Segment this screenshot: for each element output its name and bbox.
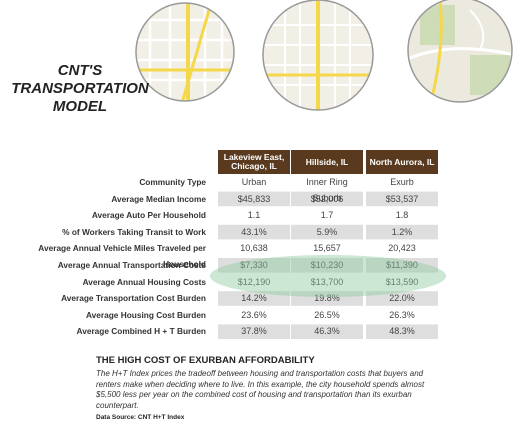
footer-body: The H+T Index prices the tradeoff betwee…	[96, 369, 425, 410]
cell: $7,330	[240, 260, 268, 270]
row-label: Average Annual Transportation Costs	[57, 260, 206, 270]
row-shade	[291, 291, 363, 306]
row-shade	[291, 324, 363, 339]
cell: 43.1%	[241, 226, 267, 237]
cell: 19.8%	[314, 293, 340, 304]
cell: $11,390	[386, 260, 418, 270]
row-label: Average Annual Housing Costs	[82, 276, 206, 287]
cell: 5.9%	[316, 226, 338, 237]
cell: 14.2%	[241, 293, 267, 304]
row-shade	[291, 224, 363, 240]
cell: $10,230	[310, 260, 344, 270]
cell: 46.3%	[314, 326, 340, 337]
map-lakeview	[136, 3, 234, 101]
row-label: % of Workers Taking Transit to Work	[62, 226, 206, 237]
map-hillside	[263, 0, 373, 110]
row-shade	[218, 258, 290, 273]
cell: 48.3%	[389, 326, 415, 337]
row-label: Average Annual Vehicle Miles Traveled pe…	[38, 243, 206, 270]
cell: 20,423	[388, 243, 416, 254]
row-shade	[366, 324, 438, 339]
row-label: Average Median Income	[111, 193, 206, 204]
cell: 1.1	[247, 210, 261, 221]
title: TRANSPORTATION	[11, 80, 149, 97]
cell: 1.8	[395, 210, 409, 221]
row-label: Average Auto Per Household	[91, 210, 206, 221]
cell: Urban	[241, 177, 267, 187]
row-shade	[218, 291, 290, 306]
row-shade	[291, 191, 363, 207]
row-label: Average Transportation Cost Burden	[61, 293, 206, 304]
cell: $53,537	[385, 193, 419, 204]
row-shade	[218, 191, 290, 207]
cell: 10,638	[240, 243, 268, 254]
cell: $45,833	[237, 193, 271, 204]
row-shade	[218, 324, 290, 339]
cell: 23.6%	[241, 309, 267, 320]
footer-heading: THE HIGH COST OF EXURBAN AFFORDABILITY	[96, 355, 315, 366]
row-label: Average Combined H + T Burden	[76, 326, 206, 337]
row-shade	[366, 258, 438, 273]
cell: 37.8%	[241, 326, 267, 337]
footer-source: Data Source: CNT H+T Index	[96, 414, 185, 421]
title: MODEL	[52, 98, 108, 115]
cell: Exurb	[390, 177, 414, 187]
row-label: Community Type	[139, 177, 206, 187]
cell: $13,590	[385, 276, 419, 287]
row-shading	[218, 191, 438, 339]
cell: 22.0%	[389, 293, 415, 304]
row-shade	[366, 191, 438, 207]
column-header: North Aurora, IL	[366, 150, 438, 174]
column-header: Hillside, IL	[291, 150, 363, 174]
cell: $52,006	[310, 193, 344, 204]
cell: 1.2%	[391, 226, 413, 237]
cell: 1.7	[320, 210, 334, 221]
column-header: Lakeview East, Chicago, IL	[218, 150, 290, 174]
cell: 26.5%	[314, 309, 340, 320]
row-shade	[218, 224, 290, 240]
cell: $12,190	[237, 276, 271, 287]
footer: THE HIGH COST OF EXURBAN AFFORDABILITY T…	[96, 355, 426, 421]
cell: Inner Ring Suburb	[306, 177, 348, 203]
row-shade	[366, 224, 438, 240]
map-north-aurora	[408, 0, 512, 102]
title: CNT'S	[57, 62, 103, 79]
row-label: Average Housing Cost Burden	[85, 309, 206, 320]
row-shade	[291, 258, 363, 273]
cell: $13,700	[310, 276, 344, 287]
cell: 15,657	[313, 243, 341, 254]
row-shade	[366, 291, 438, 306]
cell: 26.3%	[389, 309, 415, 320]
